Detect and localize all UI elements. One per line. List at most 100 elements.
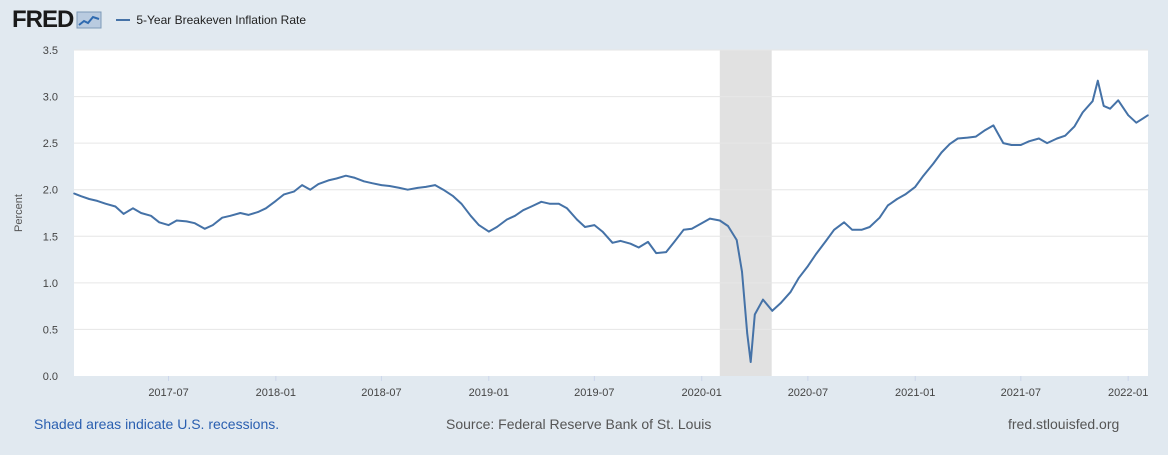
data-point[interactable] (452, 195, 454, 198)
data-point[interactable] (940, 151, 943, 154)
data-point[interactable] (1081, 111, 1084, 114)
data-point[interactable] (1135, 121, 1138, 124)
legend-series-label[interactable]: 5-Year Breakeven Inflation Rate (136, 13, 307, 27)
site-link[interactable]: fred.stlouisfed.org (1008, 416, 1120, 432)
data-point[interactable] (1056, 137, 1058, 140)
data-point[interactable] (175, 219, 178, 222)
data-point[interactable] (851, 228, 854, 231)
data-point[interactable] (150, 214, 152, 217)
data-point[interactable] (637, 246, 640, 249)
data-point[interactable] (496, 226, 498, 228)
data-point[interactable] (815, 253, 817, 255)
data-point[interactable] (239, 212, 242, 214)
data-point[interactable] (167, 224, 170, 226)
data-point[interactable] (673, 241, 676, 243)
data-point[interactable] (309, 188, 312, 191)
data-point[interactable] (922, 174, 925, 177)
data-point[interactable] (833, 228, 835, 231)
data-point[interactable] (665, 251, 667, 253)
data-point[interactable] (771, 310, 774, 312)
data-point[interactable] (593, 224, 596, 226)
data-point[interactable] (229, 214, 232, 217)
data-point[interactable] (73, 192, 75, 195)
data-point[interactable] (611, 242, 614, 244)
fred-logo[interactable]: FRED (12, 8, 102, 32)
data-point[interactable] (203, 228, 206, 230)
data-point[interactable] (1002, 142, 1005, 144)
data-point[interactable] (317, 183, 320, 185)
data-point[interactable] (584, 226, 586, 228)
data-point[interactable] (548, 202, 551, 205)
data-point[interactable] (406, 188, 409, 191)
data-point[interactable] (1091, 100, 1094, 103)
data-point[interactable] (256, 211, 259, 213)
data-point[interactable] (371, 182, 373, 184)
data-point[interactable] (878, 216, 881, 219)
data-point[interactable] (735, 239, 738, 241)
data-point[interactable] (566, 207, 568, 210)
data-point[interactable] (789, 291, 792, 293)
data-point[interactable] (530, 205, 533, 208)
data-point[interactable] (868, 226, 871, 228)
data-point[interactable] (984, 129, 987, 131)
data-point[interactable] (975, 135, 977, 138)
data-point[interactable] (762, 298, 764, 301)
data-point[interactable] (1046, 142, 1048, 144)
data-point[interactable] (896, 198, 898, 200)
data-point[interactable] (719, 219, 721, 222)
data-point[interactable] (442, 188, 445, 191)
data-point[interactable] (114, 205, 117, 208)
data-point[interactable] (1117, 99, 1120, 102)
data-point[interactable] (540, 201, 543, 203)
data-point[interactable] (1073, 125, 1076, 128)
data-point[interactable] (709, 217, 711, 220)
data-point[interactable] (727, 225, 729, 227)
data-point[interactable] (80, 195, 82, 198)
data-point[interactable] (104, 202, 107, 205)
data-point[interactable] (193, 222, 196, 225)
data-point[interactable] (601, 230, 604, 233)
data-point[interactable] (843, 221, 845, 224)
data-point[interactable] (283, 193, 285, 196)
data-point[interactable] (327, 179, 330, 182)
data-point[interactable] (749, 361, 752, 363)
data-point[interactable] (647, 241, 649, 243)
data-point[interactable] (1127, 114, 1129, 116)
data-point[interactable] (185, 220, 188, 223)
data-point[interactable] (1064, 134, 1066, 137)
data-point[interactable] (779, 302, 782, 305)
data-point[interactable] (700, 222, 703, 225)
data-point[interactable] (1147, 114, 1149, 116)
data-point[interactable] (388, 185, 391, 187)
recession-note[interactable]: Shaded areas indicate U.S. recessions. (34, 416, 280, 432)
data-point[interactable] (335, 177, 338, 180)
data-point[interactable] (807, 265, 809, 267)
data-point[interactable] (746, 332, 749, 334)
data-point[interactable] (88, 198, 90, 200)
data-point[interactable] (557, 202, 560, 205)
data-point[interactable] (506, 218, 508, 221)
data-point[interactable] (460, 202, 463, 205)
data-point[interactable] (247, 214, 250, 216)
data-point[interactable] (158, 221, 160, 224)
data-point[interactable] (293, 190, 295, 193)
data-point[interactable] (904, 193, 907, 196)
data-point[interactable] (353, 176, 355, 179)
data-point[interactable] (948, 143, 951, 145)
data-point[interactable] (576, 218, 578, 221)
data-point[interactable] (825, 240, 827, 242)
data-point[interactable] (887, 204, 889, 207)
data-point[interactable] (741, 270, 743, 273)
data-point[interactable] (1097, 79, 1099, 82)
data-point[interactable] (345, 174, 347, 177)
data-point[interactable] (424, 186, 427, 188)
data-point[interactable] (1028, 140, 1030, 143)
data-point[interactable] (655, 252, 658, 254)
data-point[interactable] (932, 162, 935, 165)
data-point[interactable] (96, 200, 99, 202)
data-point[interactable] (682, 228, 685, 231)
data-point[interactable] (522, 209, 525, 212)
data-point[interactable] (275, 200, 277, 202)
data-point[interactable] (1010, 144, 1013, 146)
data-point[interactable] (212, 224, 214, 226)
